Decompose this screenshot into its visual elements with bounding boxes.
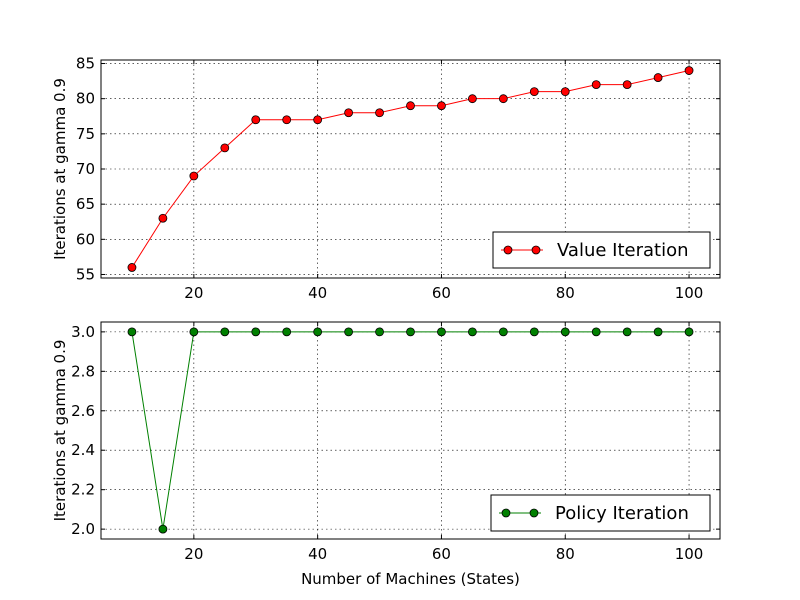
- data-point: [684, 66, 694, 75]
- x-axis-label: Number of Machines (States): [301, 570, 520, 588]
- legend-label: Policy Iteration: [555, 503, 689, 524]
- x-tick-label: 60: [432, 545, 451, 563]
- y-tick-label: 60: [76, 230, 95, 248]
- data-point: [591, 80, 601, 90]
- data-point: [467, 94, 477, 104]
- y-axis-label: Iterations at gamma 0.9: [51, 340, 69, 522]
- y-tick-label: 70: [76, 160, 95, 178]
- x-tick-label: 20: [184, 545, 203, 563]
- y-tick-label: 2.4: [71, 441, 95, 459]
- y-tick-label: 65: [76, 195, 95, 213]
- plot-frame: [100, 321, 721, 540]
- data-point: [189, 327, 199, 337]
- legend-label: Value Iteration: [557, 240, 689, 261]
- data-point: [529, 327, 539, 337]
- data-point: [653, 327, 663, 337]
- data-point: [406, 327, 415, 337]
- x-tick-label: 40: [308, 284, 327, 302]
- data-point: [158, 213, 168, 223]
- y-tick-label: 2.0: [71, 520, 95, 538]
- data-point: [437, 327, 446, 337]
- data-point: [529, 87, 539, 97]
- data-point: [622, 80, 632, 90]
- y-tick-label: 75: [76, 125, 95, 143]
- x-tick-label: 100: [675, 284, 704, 302]
- chart-2: 20 40 60 80 100 2.0 2.2 2.4 2.6 2.8 3.0Iterations …: [51, 321, 721, 588]
- data-point: [467, 327, 477, 337]
- data-point: [560, 327, 570, 337]
- data-point: [406, 101, 415, 111]
- data-point: [313, 327, 323, 337]
- data-point: [375, 327, 384, 337]
- data-point: [344, 327, 354, 337]
- data-point: [684, 327, 694, 337]
- legend-marker: [529, 508, 539, 518]
- x-tick-label: 100: [675, 545, 704, 563]
- data-point: [591, 327, 601, 337]
- data-point: [220, 143, 230, 153]
- legend-marker: [501, 508, 511, 518]
- data-point: [622, 327, 632, 337]
- y-tick-label: 85: [76, 55, 95, 73]
- data-point: [437, 101, 446, 111]
- y-tick-label: 3.0: [71, 323, 95, 341]
- data-point: [127, 263, 137, 272]
- y-tick-label: 2.2: [71, 481, 95, 499]
- data-point: [498, 327, 508, 337]
- data-point: [313, 115, 323, 125]
- data-point: [127, 327, 137, 337]
- y-tick-label: 2.8: [71, 362, 95, 380]
- x-tick-label: 20: [184, 284, 203, 302]
- x-tick-label: 60: [432, 284, 451, 302]
- y-tick-label: 55: [76, 265, 95, 283]
- data-point: [282, 115, 292, 125]
- data-point: [498, 94, 508, 104]
- chart-1: 20 40 60 80 100 55 60 65 70 75 80 85 Iterations at g…: [51, 55, 721, 302]
- x-tick-label: 80: [556, 284, 575, 302]
- data-point: [653, 73, 663, 82]
- data-point: [251, 327, 261, 337]
- y-tick-label: 80: [76, 90, 95, 108]
- legend-marker: [503, 245, 513, 255]
- data-point: [220, 327, 230, 337]
- data-point: [282, 327, 292, 337]
- x-tick-label: 40: [308, 545, 327, 563]
- data-point: [560, 87, 570, 97]
- data-point: [158, 524, 168, 534]
- x-tick-label: 80: [556, 545, 575, 563]
- plot-frame: [100, 59, 721, 279]
- data-point: [189, 171, 199, 181]
- legend-marker: [531, 245, 541, 255]
- data-point: [375, 108, 384, 118]
- data-point: [251, 115, 261, 125]
- y-tick-label: 2.6: [71, 402, 95, 420]
- y-axis-label: Iterations at gamma 0.9: [51, 78, 69, 260]
- data-point: [344, 108, 354, 118]
